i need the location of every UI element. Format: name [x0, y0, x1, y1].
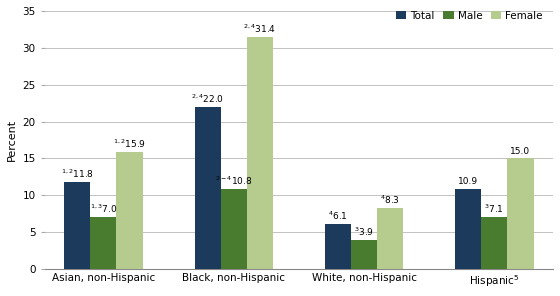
- Text: $^{3}$3.9: $^{3}$3.9: [354, 226, 374, 238]
- Bar: [351, 240, 377, 269]
- Bar: [64, 182, 90, 269]
- Bar: [247, 38, 273, 269]
- Text: $^{1,2}$15.9: $^{1,2}$15.9: [113, 137, 146, 149]
- Bar: [325, 224, 351, 269]
- Legend: Total, Male, Female: Total, Male, Female: [396, 11, 543, 21]
- Bar: [455, 189, 482, 269]
- Text: $^{1,3}$7.0: $^{1,3}$7.0: [90, 203, 117, 215]
- Bar: [482, 217, 507, 269]
- Bar: [221, 189, 247, 269]
- Text: $^{4}$8.3: $^{4}$8.3: [380, 193, 400, 206]
- Text: 10.9: 10.9: [458, 178, 478, 186]
- Text: 15.0: 15.0: [510, 147, 530, 156]
- Text: $^{2-4}$10.8: $^{2-4}$10.8: [215, 175, 253, 187]
- Text: $^{2,4}$31.4: $^{2,4}$31.4: [243, 23, 276, 35]
- Bar: [195, 107, 221, 269]
- Bar: [116, 152, 143, 269]
- Bar: [377, 208, 403, 269]
- Text: $^{1,2}$11.8: $^{1,2}$11.8: [61, 168, 94, 180]
- Y-axis label: Percent: Percent: [7, 119, 17, 161]
- Bar: [507, 158, 534, 269]
- Text: $^{2,4}$22.0: $^{2,4}$22.0: [191, 92, 224, 104]
- Text: $^{3}$7.1: $^{3}$7.1: [484, 202, 505, 215]
- Text: $^{4}$6.1: $^{4}$6.1: [328, 210, 348, 222]
- Bar: [90, 218, 116, 269]
